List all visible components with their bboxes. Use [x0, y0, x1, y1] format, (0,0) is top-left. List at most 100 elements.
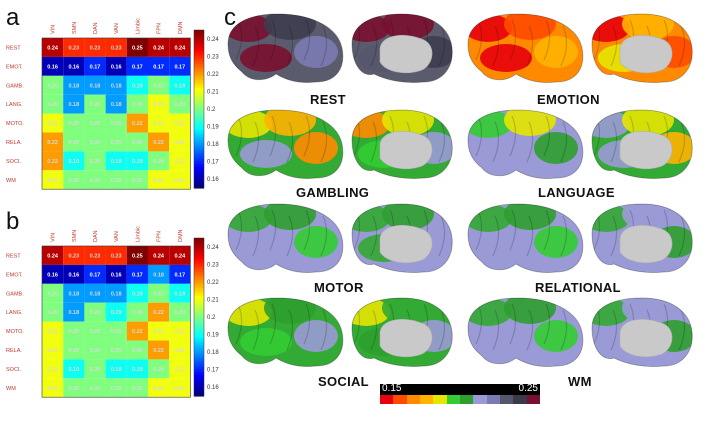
- heatmap-cell: [105, 283, 127, 303]
- heatmap-cell-value: 0.20: [153, 291, 164, 297]
- row-label: WM: [6, 386, 16, 392]
- brain-label-gambling: GAMBLING: [296, 185, 370, 200]
- brain-surface-panel: [227, 13, 693, 367]
- colorbar-segment: [194, 58, 204, 63]
- heatmap-cell: [148, 321, 170, 341]
- heatmap-cell-value: 0.21: [153, 121, 164, 127]
- colorbar-segment: [194, 314, 204, 318]
- colorbar-segment: [194, 351, 204, 355]
- colorbar-segment: [194, 101, 204, 105]
- colorbar-segment: [194, 285, 204, 289]
- colorbar-segment: [194, 111, 204, 115]
- colorbar-segment: [194, 56, 204, 60]
- heatmap-cell: [148, 38, 170, 57]
- row-label: SOCI.: [6, 159, 21, 165]
- heatmap-cell-value: 0.20: [68, 348, 79, 354]
- colorbar-tick-label: 0.21: [207, 297, 219, 303]
- heatmap-cell: [42, 302, 64, 322]
- heatmap-cell-value: 0.17: [132, 272, 143, 278]
- heatmap-cell: [63, 283, 85, 303]
- heatmap-cell: [169, 283, 191, 303]
- heatmap-cell-value: 0.17: [90, 64, 101, 70]
- heatmap-cell-value: 0.20: [111, 140, 122, 146]
- colorbar-segment: [194, 353, 204, 358]
- heatmap-cell: [63, 302, 85, 322]
- colorbar-tick-label: 0.22: [207, 280, 219, 286]
- heatmap-cell-value: 0.21: [153, 178, 164, 184]
- colorbar-segment: [194, 151, 204, 155]
- col-label: VAN: [114, 23, 120, 34]
- heatmap-cell: [126, 113, 148, 133]
- colorbar-segment: [194, 43, 204, 47]
- brain-medial-right: [591, 13, 693, 83]
- colorbar-segment: [194, 116, 204, 121]
- colorbar-segment: [194, 359, 204, 363]
- colorbar-segment: [194, 272, 204, 276]
- colorbar-segment: [194, 298, 204, 302]
- heatmap-cell-value: 0.21: [47, 329, 58, 335]
- heatmap-cell: [126, 56, 148, 76]
- heatmap-cell: [169, 246, 191, 265]
- heatmap-cell-value: 0.23: [111, 253, 122, 259]
- heatmap-cell: [126, 302, 148, 322]
- col-label: DMN: [178, 229, 184, 242]
- brain-colorbar-swatch: [459, 395, 474, 404]
- colorbar-segment: [194, 356, 204, 360]
- row-label: RELA.: [6, 348, 22, 354]
- col-label: VIN: [51, 25, 57, 34]
- colorbar-segment: [194, 82, 204, 86]
- colorbar-tick-label: 0.23: [207, 54, 219, 60]
- heatmap-cell-value: 0.20: [153, 367, 164, 373]
- heatmap-cell-value: 0.17: [153, 64, 164, 70]
- row-label: SOCI.: [6, 367, 21, 373]
- heatmap-cell-value: 0.20: [132, 386, 143, 392]
- row-label: GAMB.: [6, 83, 24, 89]
- heatmap-cell-value: 0.17: [174, 272, 185, 278]
- heatmap-cell-value: 0.25: [132, 45, 143, 51]
- colorbar-segment: [194, 93, 204, 97]
- brain-medial-left: [351, 297, 453, 367]
- brain-medial-right: [591, 203, 693, 273]
- col-label: SMN: [72, 230, 78, 242]
- heatmap-cell: [42, 113, 64, 133]
- heatmap-cell: [84, 75, 106, 95]
- colorbar-segment: [194, 30, 204, 34]
- colorbar-segment: [194, 259, 204, 263]
- brain-colorbar-swatch: [499, 395, 514, 404]
- heatmap-cell: [84, 132, 106, 152]
- brain-medial-left: [351, 203, 453, 273]
- colorbar-segment: [194, 185, 204, 189]
- heatmap-cell-value: 0.21: [153, 102, 164, 108]
- brain-label-emotion: EMOTION: [537, 92, 600, 107]
- colorbar-segment: [194, 335, 204, 339]
- colorbar-segment: [194, 124, 204, 129]
- colorbar-segment: [194, 245, 204, 250]
- heatmap-cell: [148, 264, 170, 284]
- heatmap-cell: [63, 246, 85, 265]
- heatmap-cell: [105, 321, 127, 341]
- colorbar-tick-label: 0.24: [207, 37, 219, 43]
- heatmap-cell-value: 0.21: [174, 121, 185, 127]
- heatmap-cell-value: 0.20: [90, 310, 101, 316]
- heatmap-cell-value: 0.21: [174, 178, 185, 184]
- colorbar-segment: [194, 69, 204, 73]
- row-label: RELA.: [6, 140, 22, 146]
- col-label: DAN: [93, 22, 99, 34]
- colorbar-segment: [194, 322, 204, 326]
- heatmap-cell: [126, 321, 148, 341]
- heatmap-cell: [63, 151, 85, 171]
- brain-colorbar-swatch: [393, 395, 407, 404]
- colorbar-segment: [194, 369, 204, 373]
- heatmap-cell-value: 0.21: [174, 386, 185, 392]
- heatmap-cell-value: 0.20: [132, 140, 143, 146]
- heatmap-cell-value: 0.23: [90, 253, 101, 259]
- colorbar-segment: [194, 327, 204, 331]
- col-label: VIN: [51, 233, 57, 242]
- row-label: EMOT.: [6, 272, 23, 278]
- row-label: MOTO.: [6, 121, 24, 127]
- colorbar-segment: [194, 45, 204, 50]
- heatmap-cell-value: 0.24: [47, 253, 59, 259]
- colorbar-segment: [194, 137, 204, 142]
- colorbar-segment: [194, 264, 204, 268]
- brain-colorbar-swatch: [513, 395, 527, 404]
